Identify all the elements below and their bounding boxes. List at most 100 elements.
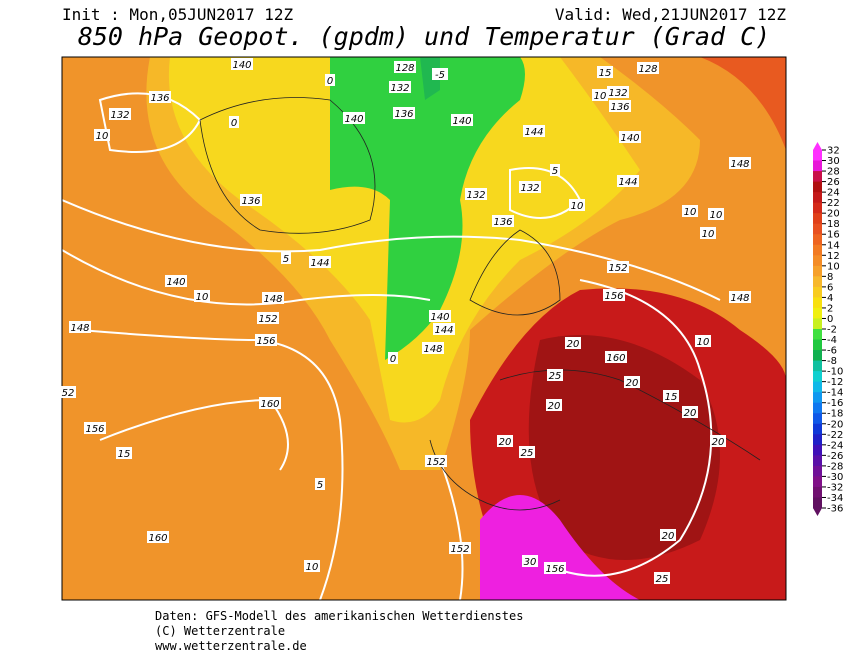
contour-label: 5 bbox=[317, 480, 323, 491]
contour-label-box bbox=[343, 112, 365, 124]
contour-label: 160 bbox=[148, 533, 167, 544]
contour-label-box bbox=[597, 66, 613, 78]
contour-label: 148 bbox=[730, 159, 749, 170]
colorbar-tick-label: -2 bbox=[827, 325, 837, 336]
contour-label: 144 bbox=[618, 177, 637, 188]
contour-label-box bbox=[660, 529, 676, 541]
contour-label: 25 bbox=[656, 574, 669, 585]
contour-label: 144 bbox=[524, 127, 543, 138]
colorbar-swatch bbox=[813, 434, 822, 446]
contour-label-box bbox=[609, 100, 631, 112]
contour-label-box bbox=[592, 89, 608, 101]
contour-label-box bbox=[547, 369, 563, 381]
contour-label: 140 bbox=[430, 312, 449, 323]
colorbar-tick-label: -8 bbox=[827, 356, 837, 367]
colorbar-swatch bbox=[813, 476, 822, 488]
contour-label: 128 bbox=[395, 63, 414, 74]
contour-label-box bbox=[695, 335, 711, 347]
colorbar-tick-label: -22 bbox=[827, 430, 843, 441]
colorbar-tick-label: -20 bbox=[827, 419, 843, 430]
footer-line: Daten: GFS-Modell des amerikanischen Wet… bbox=[155, 609, 523, 623]
contour-label: 10 bbox=[710, 210, 723, 221]
contour-label: 20 bbox=[499, 437, 512, 448]
contour-label-box bbox=[550, 164, 560, 176]
colorbar-tick-label: 10 bbox=[827, 261, 840, 272]
contour-label: 0 bbox=[327, 76, 333, 87]
contour-label: 140 bbox=[452, 116, 471, 127]
contour-label-box bbox=[147, 531, 169, 543]
contour-label-box bbox=[605, 351, 627, 363]
contour-label-box bbox=[544, 562, 566, 574]
map-title: 850 hPa Geopot. (gpdm) und Temperatur (G… bbox=[78, 22, 770, 51]
contour-label: 148 bbox=[70, 323, 89, 334]
contour-label-box bbox=[389, 81, 411, 93]
contour-label: 25 bbox=[521, 448, 534, 459]
contour-label: 20 bbox=[712, 437, 725, 448]
contour-label: 152 bbox=[426, 457, 445, 468]
colorbar-swatch bbox=[813, 244, 822, 256]
colorbar-swatch bbox=[813, 497, 822, 509]
contour-label: 140 bbox=[344, 114, 363, 125]
colorbar-tick-label: -12 bbox=[827, 377, 843, 388]
contour-label-box bbox=[422, 342, 444, 354]
contour-label: 136 bbox=[394, 109, 413, 120]
contour-label-box bbox=[94, 129, 110, 141]
colorbar-tick-label: -14 bbox=[827, 388, 843, 399]
contour-label: 20 bbox=[567, 339, 580, 350]
contour-label-box bbox=[149, 91, 171, 103]
colorbar-tip bbox=[813, 142, 822, 150]
contour-label-box bbox=[497, 435, 513, 447]
contour-label-box bbox=[325, 74, 335, 86]
colorbar-tick-label: 30 bbox=[827, 156, 840, 167]
contour-label: 20 bbox=[548, 401, 561, 412]
contour-label: 15 bbox=[118, 449, 131, 460]
contour-label: 136 bbox=[610, 102, 629, 113]
contour-label-box bbox=[519, 181, 541, 193]
colorbar-swatch bbox=[813, 255, 822, 267]
contour-label: 160 bbox=[606, 353, 625, 364]
contour-label: 10 bbox=[571, 201, 584, 212]
colorbar-swatch bbox=[813, 223, 822, 235]
colorbar-tick-label: -10 bbox=[827, 367, 843, 378]
colorbar-swatch bbox=[813, 392, 822, 404]
contour-label-box bbox=[388, 352, 398, 364]
contour-label-box bbox=[710, 435, 726, 447]
contour-label: 10 bbox=[96, 131, 109, 142]
contour-label: 52 bbox=[62, 388, 75, 399]
contour-label: 10 bbox=[196, 292, 209, 303]
colorbar-swatch bbox=[813, 465, 822, 477]
colorbar-tick-label: -16 bbox=[827, 398, 843, 409]
contour-label: 136 bbox=[493, 217, 512, 228]
contour-label: 0 bbox=[390, 354, 396, 365]
colorbar-tick-label: -36 bbox=[827, 504, 843, 515]
colorbar-tick-label: -32 bbox=[827, 482, 843, 493]
contour-label-box bbox=[700, 227, 716, 239]
colorbar-swatch bbox=[813, 381, 822, 393]
contour-label-box bbox=[607, 261, 629, 273]
contour-label-box bbox=[729, 291, 751, 303]
colorbar-swatch bbox=[813, 297, 822, 309]
colorbar-swatch bbox=[813, 329, 822, 341]
contour-label-box bbox=[522, 555, 538, 567]
contour-label-box bbox=[432, 68, 448, 80]
contour-label: 10 bbox=[306, 562, 319, 573]
contour-label-box bbox=[729, 157, 751, 169]
contour-label: 20 bbox=[684, 408, 697, 419]
contour-label: 10 bbox=[697, 337, 710, 348]
contour-label: 156 bbox=[604, 291, 623, 302]
contour-label: 156 bbox=[256, 336, 275, 347]
contour-label: 152 bbox=[608, 263, 627, 274]
colorbar-swatch bbox=[813, 444, 822, 456]
colorbar-swatch bbox=[813, 234, 822, 246]
contour-label: 132 bbox=[110, 110, 129, 121]
contour-label: 140 bbox=[620, 133, 639, 144]
contour-label: 156 bbox=[545, 564, 564, 575]
contour-label: 25 bbox=[549, 371, 562, 382]
contour-label: 140 bbox=[166, 277, 185, 288]
contour-label: 128 bbox=[638, 64, 657, 75]
contour-label-box bbox=[654, 572, 670, 584]
contour-label-box bbox=[194, 290, 210, 302]
colorbar-swatch bbox=[813, 339, 822, 351]
colorbar-tick-label: 12 bbox=[827, 251, 840, 262]
colorbar-swatch bbox=[813, 286, 822, 298]
